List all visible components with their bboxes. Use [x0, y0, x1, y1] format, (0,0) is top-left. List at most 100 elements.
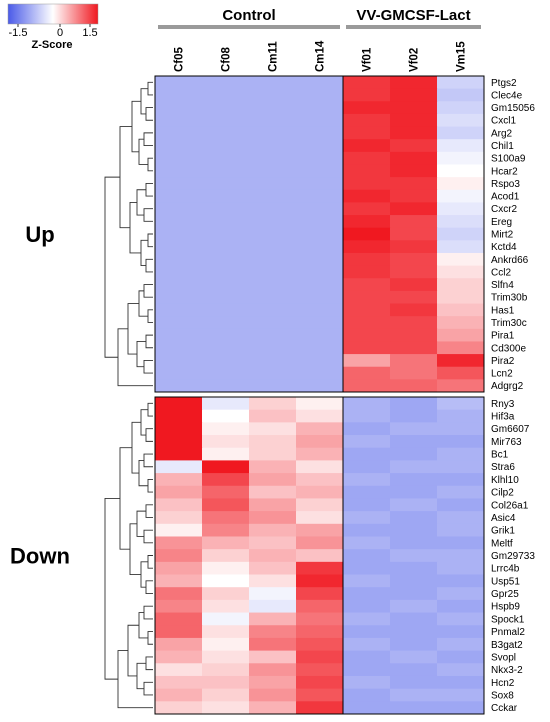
heatmap-cell: [437, 561, 485, 576]
row-label: Lcn2: [491, 369, 513, 380]
heatmap-cell: [296, 536, 344, 550]
heatmap-cell: [202, 473, 250, 487]
heatmap-cell: [437, 473, 485, 487]
heatmap-cell: [296, 215, 344, 229]
heatmap-cell: [296, 202, 344, 216]
heatmap-cell: [437, 379, 485, 393]
heatmap-cell: [296, 625, 344, 639]
heatmap-cell: [155, 101, 203, 115]
heatmap-cell: [202, 341, 250, 355]
row-label: Acod1: [491, 192, 520, 203]
heatmap-cell: [202, 625, 250, 639]
heatmap-cell: [390, 164, 438, 178]
heatmap-cell: [249, 354, 297, 368]
heatmap-cell: [202, 536, 250, 550]
heatmap-cell: [437, 215, 485, 229]
heatmap-cell: [437, 341, 485, 355]
heatmap-cell: [296, 409, 344, 423]
heatmap-cell: [155, 88, 203, 102]
heatmap-cell: [437, 316, 485, 330]
heatmap-cell: [437, 101, 485, 115]
heatmap-cell: [437, 227, 485, 241]
dendrogram-branch: [136, 510, 146, 537]
heatmap-cell: [296, 498, 344, 512]
heatmap-cell: [437, 88, 485, 102]
heatmap-cell: [202, 278, 250, 292]
row-label: Hif3a: [491, 412, 515, 423]
heatmap-cell: [296, 435, 344, 449]
row-label: Rspo3: [491, 179, 520, 190]
heatmap-cell: [343, 227, 391, 241]
heatmap-cell: [390, 252, 438, 267]
row-label: Asic4: [491, 513, 516, 524]
dendrogram-branch: [143, 284, 153, 298]
heatmap-cell: [202, 701, 250, 715]
heatmap-cell: [437, 663, 485, 677]
heatmap-cell: [249, 473, 297, 487]
group-label: Control: [222, 7, 275, 24]
heatmap-cell: [202, 139, 250, 153]
heatmap-cell: [390, 523, 438, 537]
row-label: B3gat2: [491, 640, 523, 651]
heatmap-cell: [343, 151, 391, 165]
heatmap-cell: [249, 574, 297, 588]
heatmap-cell: [155, 139, 203, 153]
heatmap-cell: [343, 252, 391, 267]
heatmap-cell: [390, 177, 438, 191]
heatmap-cell: [343, 278, 391, 292]
heatmap-cell: [390, 587, 438, 601]
heatmap-cell: [390, 574, 438, 588]
heatmap-cell: [390, 354, 438, 368]
heatmap-cell: [155, 151, 203, 165]
heatmap-cell: [249, 599, 297, 614]
dendrogram-branch: [136, 340, 146, 368]
heatmap-cell: [249, 215, 297, 229]
heatmap-cell: [202, 574, 250, 588]
heatmap-cell: [155, 189, 203, 203]
heatmap-cell: [390, 341, 438, 355]
dendrogram-branch: [104, 497, 120, 680]
heatmap-cell: [249, 511, 297, 525]
row-label: Mirt2: [491, 230, 514, 241]
row-label: Slfn4: [491, 280, 514, 291]
heatmap-cell: [437, 76, 485, 90]
heatmap-cell: [437, 675, 485, 690]
dendrogram-branch: [136, 662, 146, 690]
heatmap-cell: [437, 278, 485, 292]
heatmap-cell: [296, 240, 344, 254]
heatmap-cell: [249, 328, 297, 342]
heatmap-cell: [296, 328, 344, 342]
row-label: Clec4e: [491, 90, 523, 101]
heatmap-cell: [390, 328, 438, 342]
heatmap-cell: [249, 701, 297, 715]
heatmap-cell: [296, 587, 344, 601]
heatmap-cell: [343, 511, 391, 525]
heatmap-cell: [296, 422, 344, 436]
heatmap-cell: [390, 101, 438, 115]
heatmap-cell: [390, 76, 438, 90]
heatmap-cell: [202, 316, 250, 330]
heatmap-cell: [155, 625, 203, 639]
heatmap-cell: [343, 354, 391, 368]
heatmap-cell: [155, 485, 203, 499]
heatmap-cell: [343, 341, 391, 355]
heatmap-cell: [343, 379, 391, 393]
colorbar-title: Z-Score: [32, 39, 73, 51]
heatmap-cell: [202, 202, 250, 216]
heatmap-cell: [249, 663, 297, 677]
heatmap-cell: [202, 397, 250, 411]
heatmap-cell: [202, 151, 250, 165]
heatmap-cell: [155, 460, 203, 474]
heatmap-cell: [390, 379, 438, 393]
heatmap-cell: [155, 113, 203, 128]
colorbar-tick-label: 1.5: [82, 27, 97, 39]
row-label: Svopl: [491, 652, 516, 663]
row-label: Trim30c: [491, 318, 527, 329]
dendrogram-branch: [138, 612, 148, 639]
heatmap-cell: [390, 536, 438, 550]
row-label: Rny3: [491, 399, 515, 410]
heatmap-cell: [202, 587, 250, 601]
heatmap-cell: [390, 316, 438, 330]
heatmap-cell: [390, 397, 438, 411]
column-label: Cm11: [268, 41, 280, 72]
